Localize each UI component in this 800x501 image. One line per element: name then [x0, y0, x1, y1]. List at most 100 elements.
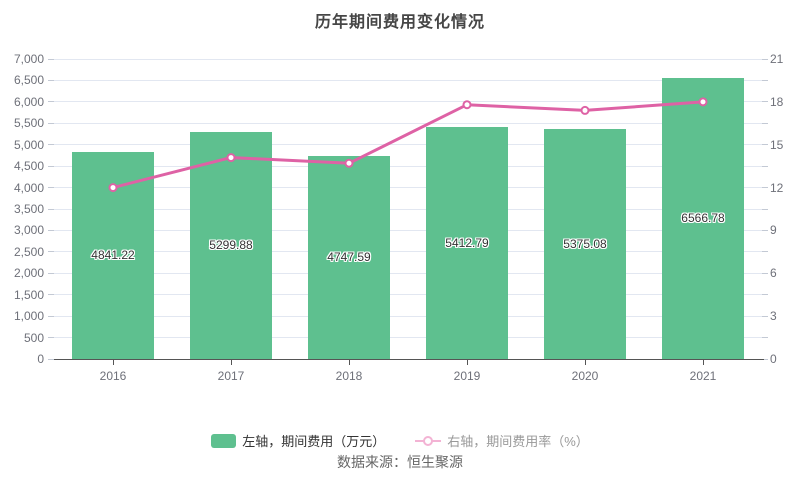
left-axis-label: 5,000 [13, 137, 44, 152]
rate-line-series [108, 97, 708, 193]
bar-value-label-2016: 4841.22 [91, 248, 135, 263]
right-axis-tick [762, 229, 768, 231]
left-axis-tick [48, 337, 54, 339]
left-axis-label: 3,500 [13, 202, 44, 216]
rate-line-path [112, 100, 704, 190]
rate-point-2020[interactable] [580, 105, 590, 115]
rate-point-2018[interactable] [344, 158, 354, 168]
legend-item-line[interactable]: 右轴，期间费用率（%） [415, 431, 589, 450]
bar-2020[interactable]: 5375.08 [544, 128, 626, 359]
gridline [54, 165, 762, 167]
right-axis-label: 21 [770, 52, 784, 66]
left-axis-label: 1,000 [13, 309, 44, 324]
x-axis-tick [466, 360, 468, 365]
left-axis-tick [48, 251, 54, 253]
right-axis-tick [762, 272, 768, 274]
right-axis-tick [762, 187, 768, 189]
right-axis-label: 18 [770, 94, 784, 109]
left-axis-tick [48, 187, 54, 189]
right-axis-label: 15 [770, 137, 784, 152]
left-axis-tick [48, 122, 54, 124]
left-axis-label: 3,000 [13, 223, 44, 238]
x-axis-label-2017: 2017 [217, 369, 245, 383]
right-axis-tick [762, 251, 768, 253]
legend-line-label: 右轴，期间费用率（%） [447, 434, 589, 449]
left-axis-tick [48, 165, 54, 167]
left-axis-tick [48, 208, 54, 210]
gridline [54, 122, 762, 124]
x-axis-label-2020: 2020 [571, 369, 599, 383]
line-series-marker-icon [415, 435, 442, 447]
bar-value-label-2017: 5299.88 [209, 238, 253, 253]
left-axis-label: 5,500 [13, 116, 44, 131]
gridline [54, 79, 762, 81]
left-axis-tick [48, 101, 54, 103]
right-axis-tick [762, 337, 768, 339]
bar-2021[interactable]: 6566.78 [662, 77, 744, 359]
x-axis-label-2019: 2019 [453, 369, 481, 383]
bar-value-label-2018: 4747.59 [327, 250, 371, 265]
rate-point-2019[interactable] [462, 100, 472, 110]
right-axis-tick [762, 144, 768, 146]
data-source-caption: 数据来源：恒生聚源 [337, 454, 463, 470]
bar-2019[interactable]: 5412.79 [426, 127, 508, 359]
left-axis-label: 1,500 [13, 287, 44, 302]
chart-title: 历年期间费用变化情况 [314, 14, 485, 31]
rate-point-2017[interactable] [226, 153, 236, 163]
legend-item-bar[interactable]: 左轴，期间费用（万元） [211, 431, 385, 450]
x-axis-label-2018: 2018 [335, 369, 363, 383]
x-axis-tick [230, 360, 232, 365]
right-axis-tick [762, 165, 768, 167]
left-axis-tick [48, 144, 54, 146]
left-axis-label: 6,500 [13, 73, 44, 88]
left-axis-tick [48, 272, 54, 274]
x-axis-label-2021: 2021 [689, 369, 717, 383]
left-axis-label: 2,000 [13, 266, 44, 281]
right-axis-label: 9 [770, 223, 777, 238]
bar-value-label-2019: 5412.79 [445, 236, 489, 250]
left-axis-label: 7,000 [13, 52, 44, 66]
left-axis-tick [48, 294, 54, 296]
x-axis-tick [584, 360, 586, 365]
right-axis-label: 6 [770, 266, 777, 281]
gridline [54, 272, 762, 274]
right-axis-tick [762, 208, 768, 210]
gridline [54, 315, 762, 317]
legend-bar-label: 左轴，期间费用（万元） [242, 434, 386, 449]
rate-point-2016[interactable] [108, 183, 118, 193]
bar-2018[interactable]: 4747.59 [308, 155, 390, 359]
right-axis-tick [762, 79, 768, 81]
right-axis-label: 0 [770, 352, 777, 366]
left-axis-label: 6,000 [13, 94, 44, 109]
right-axis-tick [762, 358, 768, 360]
bar-series-swatch-icon [211, 433, 237, 448]
gridline [54, 229, 762, 231]
gridline [54, 337, 762, 339]
left-axis-tick [48, 358, 54, 360]
x-axis-tick [702, 360, 704, 365]
right-axis-tick [762, 294, 768, 296]
left-axis-label: 2,500 [13, 244, 44, 259]
bar-2017[interactable]: 5299.88 [190, 131, 272, 359]
gridline [54, 144, 762, 146]
right-axis-tick [762, 122, 768, 124]
rate-point-2021[interactable] [698, 97, 708, 107]
bar-value-label-2020: 5375.08 [563, 236, 607, 251]
left-axis-label: 4,000 [13, 180, 44, 195]
right-axis-tick [762, 101, 768, 103]
left-axis-tick [48, 58, 54, 60]
x-axis-line [54, 359, 764, 360]
gridline [54, 208, 762, 210]
gridline [54, 101, 762, 103]
right-axis-tick [762, 58, 768, 60]
gridline [54, 294, 762, 296]
left-axis-label: 0 [37, 352, 44, 366]
left-axis-label: 500 [23, 330, 44, 345]
gridline [54, 251, 762, 253]
gridline [54, 187, 762, 189]
left-axis-tick [48, 79, 54, 81]
left-axis-label: 4,500 [13, 159, 44, 174]
right-axis-tick [762, 315, 768, 317]
right-axis-label: 12 [770, 180, 784, 195]
